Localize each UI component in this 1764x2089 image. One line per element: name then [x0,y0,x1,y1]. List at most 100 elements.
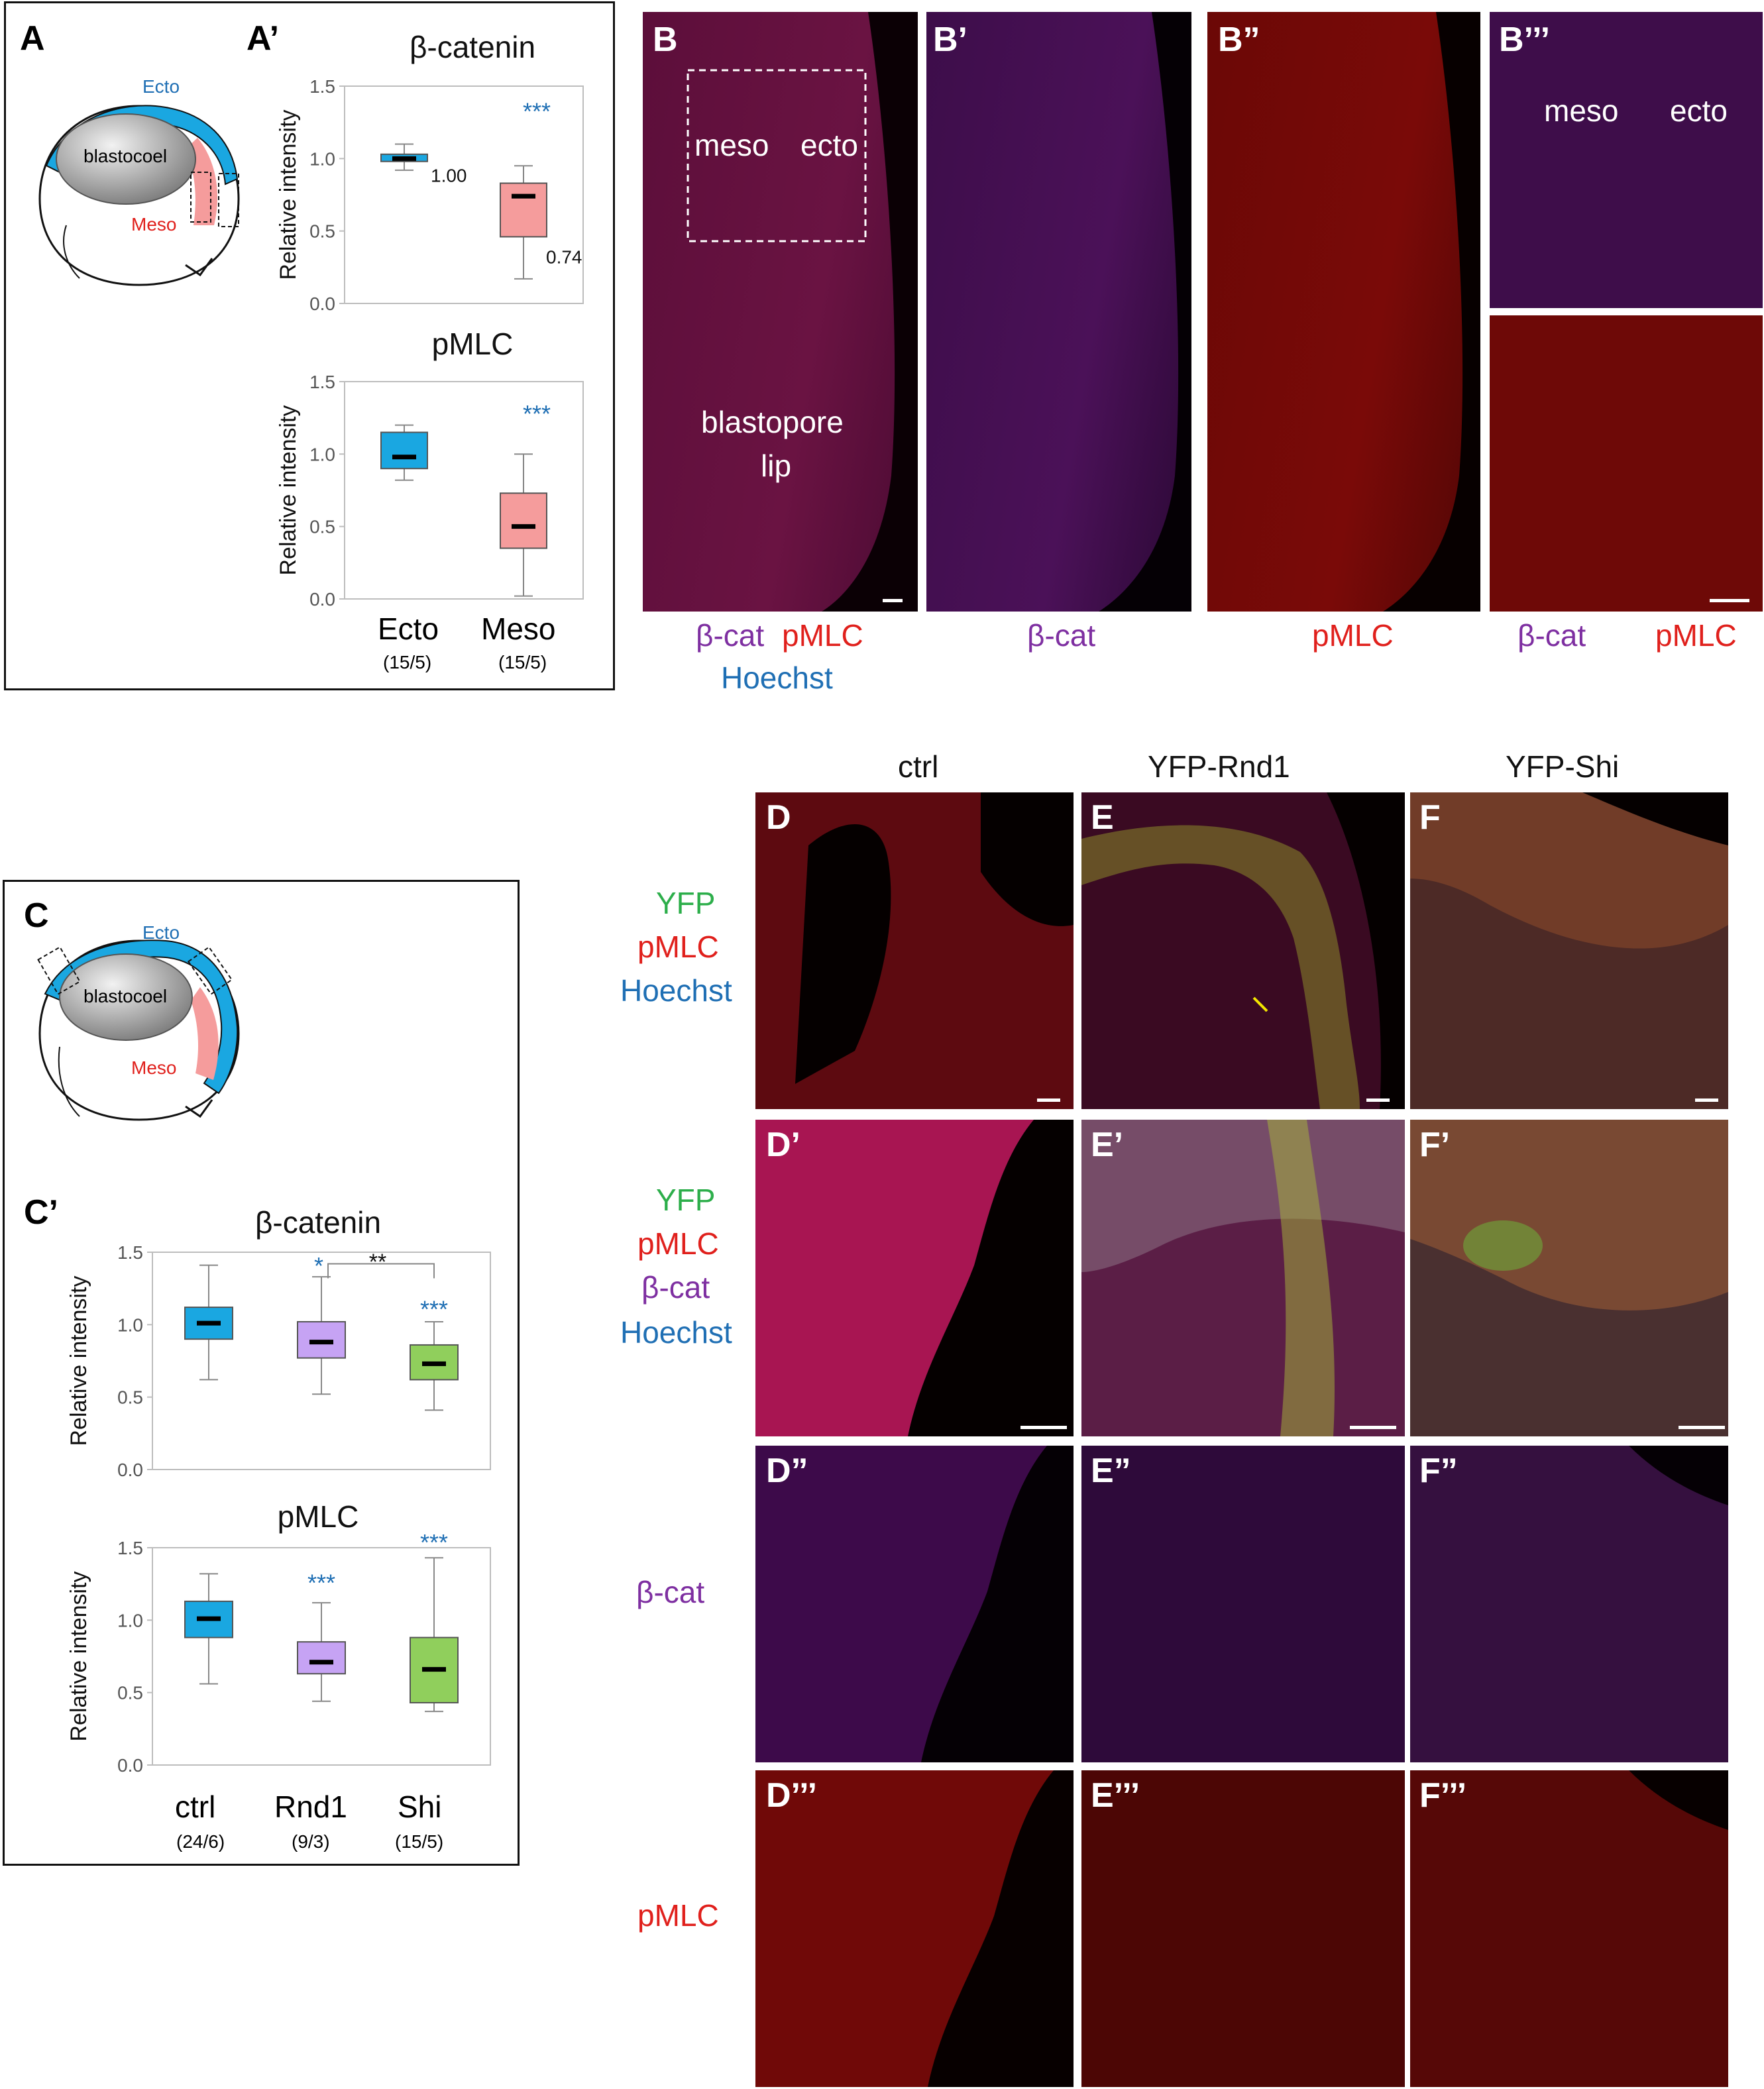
b2-cap-bcat: β-cat [1027,618,1096,653]
sig-stars-meso: *** [523,400,551,427]
a2-xn-meso: (15/5) [498,652,547,672]
c2-xn-rnd1: (9/3) [292,1831,330,1852]
micrograph-e4 [1081,1770,1405,2087]
panel-label-c2: C’ [24,1193,58,1232]
box-meso [500,492,547,549]
panel-label-f4: F’’’ [1419,1776,1467,1815]
b-lip-label: lip [761,449,792,483]
y-axis-label: Relative intensity [66,1571,91,1741]
y-tick-label: 1.5 [117,1538,143,1558]
y-tick-label: 1.0 [117,1314,143,1335]
panel-label-c: C [24,896,49,935]
panel-label-b4: B’’’ [1499,21,1551,59]
chart-a2-beta-title: β-catenin [409,30,536,64]
e2-overlay [1081,1120,1405,1436]
b4-ecto-label: ecto [1670,93,1728,128]
chart-c2-pmlc-title: pMLC [277,1499,359,1534]
row1-yfp: YFP [656,886,716,920]
plot-frame [344,381,584,600]
y-tick-label: 0.5 [309,221,335,242]
panel-label-d: D [766,798,791,837]
micrograph-f4 [1410,1770,1728,2087]
c2-xcat-ctrl: ctrl [175,1790,216,1824]
row2-yfp: YFP [656,1183,716,1217]
micrograph-e2 [1081,1120,1405,1436]
b-cap-bcat: β-cat [696,618,765,653]
blastocoel-label-a: blastocoel [83,146,168,166]
b-tissue-edge [687,12,918,612]
b-cap-hoechst: Hoechst [721,661,833,695]
sig-stars-pair: ** [369,1250,386,1275]
row4-pmlc: pMLC [637,1898,719,1933]
col-header-ctrl: ctrl [898,749,939,784]
micrograph-b2 [926,12,1191,612]
panel-label-b2: B’ [933,21,967,59]
chart-c2-beta-title: β-catenin [254,1205,382,1240]
d4-cavity [928,1770,1074,2087]
b4-cap-pmlc: pMLC [1655,618,1737,653]
ecto-label-c: Ecto [142,922,180,943]
panel-label-b: B [653,21,678,59]
plot-frame [344,85,584,304]
meso-label-c: Meso [131,1057,177,1078]
micrograph-b3 [1207,12,1480,612]
b-ecto-label: ecto [800,128,858,162]
blastocoel-label-c: blastocoel [83,986,168,1006]
f2-overlay [1410,1120,1728,1429]
sig-stars-shi: *** [420,1534,448,1556]
sig-stars-shi: *** [420,1295,448,1322]
b3-cap-pmlc: pMLC [1312,618,1394,653]
c2-xcat-rnd1: Rnd1 [274,1790,347,1824]
panel-a-frame [4,1,615,690]
sig-stars-meso: *** [523,97,551,125]
b2-tissue-edge [1099,12,1191,612]
sig-bracket [327,1263,435,1279]
embryo-schematic-a [38,105,240,286]
panel-label-d3: D” [766,1452,808,1490]
b4-scale-bar [1710,599,1749,602]
y-tick-label: 1.5 [309,372,335,392]
col-header-shi: YFP-Shi [1506,749,1620,784]
y-axis-label: Relative intensity [276,405,301,575]
box-meso [500,182,547,238]
chart-a2-pmlc-title: pMLC [431,327,514,361]
b4-cap-bcat: β-cat [1517,618,1586,653]
c2-xn-ctrl: (24/6) [176,1831,225,1852]
plot-frame [152,1252,491,1470]
meso-label-a: Meso [131,214,177,235]
box-rnd1 [297,1641,346,1675]
panel-label-f2: F’ [1419,1126,1451,1164]
b-blastopore-label: blastopore [701,405,844,439]
sig-star-rnd1: * [314,1252,323,1279]
y-tick-label: 0.0 [309,294,335,314]
chart-a2-pmlc: 0.0 0.5 1.0 1.5 Relative intensity *** [276,372,584,610]
row2-bcat: β-cat [641,1270,710,1305]
f4-overlay [1629,1770,1728,1830]
box-ecto [380,431,428,470]
panel-label-d2: D’ [766,1126,800,1164]
b4-meso-label: meso [1544,93,1619,128]
y-tick-label: 0.0 [117,1460,143,1480]
d3-cavity [921,1446,1074,1762]
micrograph-f3 [1410,1446,1728,1762]
panel-label-e3: E” [1091,1452,1131,1490]
row1-hoechst: Hoechst [620,973,732,1008]
f3-overlay [1629,1446,1728,1505]
c2-xn-shi: (15/5) [395,1831,444,1852]
y-tick-label: 0.0 [117,1755,143,1776]
panel-label-b3: B” [1218,21,1260,59]
micrograph-e3 [1081,1446,1405,1762]
data-label-meso: 0.74 [546,246,582,267]
y-tick-label: 0.0 [309,589,335,610]
e-overlay [1081,792,1405,1109]
chart-c2-pmlc: 0.0 0.5 1.0 1.5 Relative intensity *** *** [66,1534,491,1776]
panel-label-a: A [20,19,45,58]
col-header-rnd1: YFP-Rnd1 [1148,749,1290,784]
b-cap-pmlc: pMLC [782,618,863,653]
y-tick-label: 0.5 [117,1683,143,1703]
a2-xcat-meso: Meso [481,612,556,646]
panel-label-e4: E’’’ [1091,1776,1140,1815]
d-cavity [795,792,1074,1102]
a2-xcat-ecto: Ecto [378,612,439,646]
c2-xcat-shi: Shi [398,1790,442,1824]
